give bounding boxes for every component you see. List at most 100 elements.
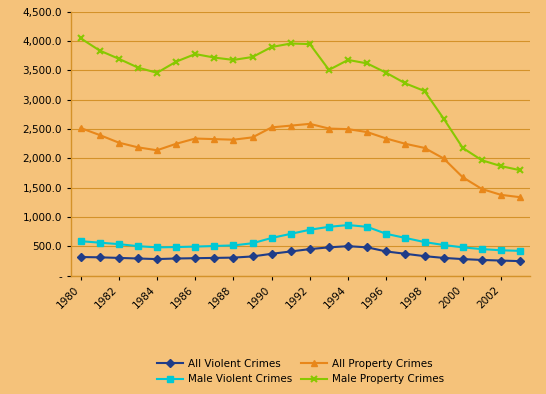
Male Property Crimes [250, 55, 256, 59]
All Violent Crimes [460, 257, 466, 262]
Male Violent Crimes [345, 223, 352, 227]
Male Violent Crimes [173, 245, 180, 249]
All Property Crimes [288, 123, 294, 128]
All Violent Crimes [307, 247, 313, 251]
All Property Crimes [498, 193, 505, 197]
All Violent Crimes [173, 256, 180, 261]
Line: All Violent Crimes: All Violent Crimes [78, 243, 523, 264]
All Property Crimes [441, 156, 447, 161]
All Property Crimes [402, 141, 409, 146]
Male Property Crimes [479, 158, 485, 163]
All Violent Crimes [192, 256, 199, 260]
All Property Crimes [78, 126, 84, 130]
Male Violent Crimes [383, 232, 390, 236]
All Violent Crimes [135, 256, 141, 261]
Line: All Property Crimes: All Property Crimes [77, 121, 524, 201]
All Violent Crimes [116, 256, 122, 260]
All Violent Crimes [211, 256, 218, 260]
All Property Crimes [230, 138, 237, 142]
Male Violent Crimes [97, 240, 103, 245]
Male Violent Crimes [479, 247, 485, 251]
All Violent Crimes [269, 251, 275, 256]
Male Violent Crimes [116, 242, 122, 247]
Male Property Crimes [326, 67, 333, 72]
Male Violent Crimes [307, 227, 313, 232]
All Violent Crimes [517, 259, 524, 264]
All Property Crimes [364, 130, 371, 134]
Male Violent Crimes [498, 248, 505, 253]
Male Violent Crimes [517, 249, 524, 253]
All Violent Crimes [402, 251, 409, 256]
Male Violent Crimes [211, 243, 218, 248]
Male Property Crimes [154, 71, 161, 75]
All Property Crimes [517, 195, 524, 199]
Male Property Crimes [307, 42, 313, 46]
All Property Crimes [135, 145, 141, 150]
All Property Crimes [345, 127, 352, 132]
Male Violent Crimes [154, 245, 161, 250]
Male Violent Crimes [364, 225, 371, 229]
Male Property Crimes [97, 48, 103, 53]
Line: Male Property Crimes: Male Property Crimes [77, 35, 524, 174]
All Property Crimes [116, 140, 122, 145]
Male Property Crimes [364, 61, 371, 66]
All Property Crimes [422, 145, 428, 150]
Male Property Crimes [441, 116, 447, 121]
Male Violent Crimes [288, 232, 294, 236]
Male Violent Crimes [441, 243, 447, 247]
All Violent Crimes [230, 255, 237, 260]
Male Property Crimes [135, 65, 141, 70]
Male Property Crimes [422, 89, 428, 93]
All Property Crimes [307, 121, 313, 126]
Line: Male Violent Crimes: Male Violent Crimes [78, 222, 523, 254]
Male Property Crimes [498, 164, 505, 169]
All Violent Crimes [326, 245, 333, 250]
All Violent Crimes [345, 244, 352, 249]
All Violent Crimes [154, 257, 161, 262]
Male Violent Crimes [460, 245, 466, 250]
Male Property Crimes [517, 168, 524, 173]
All Violent Crimes [479, 258, 485, 262]
Male Violent Crimes [250, 241, 256, 245]
All Property Crimes [383, 136, 390, 141]
All Violent Crimes [441, 256, 447, 260]
Male Violent Crimes [230, 243, 237, 248]
All Property Crimes [250, 135, 256, 140]
Male Violent Crimes [78, 239, 84, 243]
Male Property Crimes [345, 58, 352, 62]
All Property Crimes [326, 126, 333, 131]
Male Violent Crimes [269, 236, 275, 240]
Male Property Crimes [230, 58, 237, 62]
All Property Crimes [479, 187, 485, 191]
All Property Crimes [192, 136, 199, 141]
Male Property Crimes [383, 71, 390, 75]
Male Property Crimes [269, 45, 275, 49]
Male Violent Crimes [192, 244, 199, 249]
Male Property Crimes [460, 145, 466, 150]
All Violent Crimes [250, 254, 256, 259]
Male Property Crimes [78, 36, 84, 41]
All Property Crimes [269, 125, 275, 130]
All Property Crimes [173, 141, 180, 146]
All Property Crimes [154, 148, 161, 152]
All Property Crimes [97, 133, 103, 138]
All Violent Crimes [383, 249, 390, 254]
All Property Crimes [460, 175, 466, 180]
Male Violent Crimes [326, 225, 333, 229]
All Violent Crimes [78, 255, 84, 259]
Male Property Crimes [211, 55, 218, 60]
All Violent Crimes [97, 255, 103, 260]
All Violent Crimes [288, 249, 294, 254]
Male Violent Crimes [135, 244, 141, 249]
All Violent Crimes [422, 254, 428, 258]
Male Property Crimes [192, 52, 199, 56]
Male Violent Crimes [402, 236, 409, 240]
Legend: All Violent Crimes, Male Violent Crimes, All Property Crimes, Male Property Crim: All Violent Crimes, Male Violent Crimes,… [152, 355, 448, 388]
Male Property Crimes [173, 59, 180, 64]
Male Violent Crimes [422, 240, 428, 244]
All Property Crimes [211, 137, 218, 141]
Male Property Crimes [288, 41, 294, 46]
Male Property Crimes [116, 56, 122, 61]
All Violent Crimes [364, 245, 371, 250]
Male Property Crimes [402, 81, 409, 86]
